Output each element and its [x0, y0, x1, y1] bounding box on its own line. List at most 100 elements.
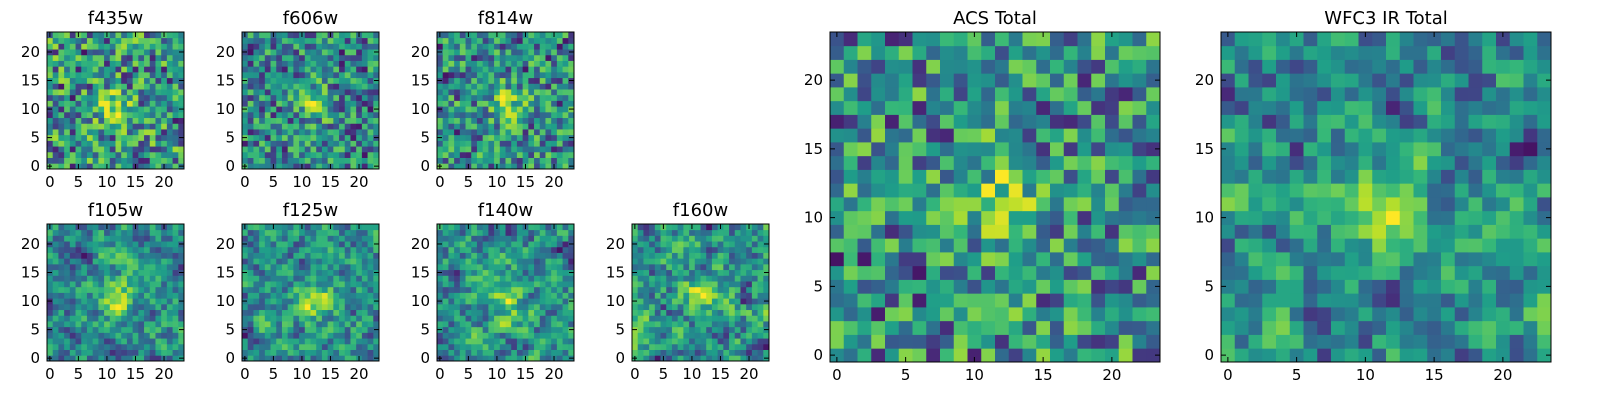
heatmap-cell [551, 151, 558, 158]
heatmap-cell [115, 83, 122, 90]
heatmap-cell [1050, 128, 1065, 143]
heatmap-cell [717, 252, 724, 259]
heatmap-cell [242, 252, 249, 259]
heatmap-cell [522, 49, 529, 56]
heatmap-cell [161, 235, 168, 242]
heatmap-cell [98, 100, 105, 107]
heatmap-cell [632, 349, 639, 356]
heatmap-cell [757, 332, 764, 339]
heatmap-cell [1091, 128, 1106, 143]
heatmap-cell [1036, 224, 1051, 239]
heatmap-cell [539, 60, 546, 67]
heatmap-cell [1441, 334, 1456, 349]
heatmap-cell [488, 123, 495, 130]
heatmap-cell [465, 140, 472, 147]
heatmap-cell [172, 111, 179, 119]
heatmap-cell [700, 343, 707, 350]
heatmap-cell [259, 117, 266, 124]
heatmap-cell [264, 303, 271, 311]
heatmap-cell [166, 349, 173, 356]
heatmap-cell [1248, 307, 1263, 322]
heatmap-cell [367, 332, 374, 339]
heatmap-cell [1077, 238, 1092, 253]
heatmap-cell [677, 275, 684, 282]
heatmap-cell [437, 94, 444, 101]
heatmap-cell [522, 241, 529, 248]
heatmap-cell [751, 229, 758, 236]
heatmap-cell [115, 292, 122, 299]
heatmap-cell [1118, 142, 1133, 157]
heatmap-cell [132, 140, 139, 147]
heatmap-cell [161, 343, 168, 350]
heatmap-cell [293, 157, 300, 164]
heatmap-cell [940, 210, 955, 225]
heatmap-cell [689, 292, 696, 299]
heatmap-cell [926, 45, 941, 60]
heatmap-cell [511, 134, 518, 141]
heatmap-cell [166, 94, 173, 101]
heatmap-cell [940, 87, 955, 102]
heatmap-cell [671, 263, 679, 271]
heatmap-cell [92, 332, 99, 339]
heatmap-cell [316, 71, 323, 79]
heatmap-cell [92, 163, 99, 170]
heatmap-cell [545, 246, 552, 253]
heatmap-cell [568, 252, 575, 259]
heatmap-cell [459, 129, 466, 136]
heatmap-cell [671, 246, 679, 253]
heatmap-cell [287, 235, 294, 242]
heatmap-cell [52, 163, 59, 170]
heatmap-cell [706, 298, 713, 305]
heatmap-cell [505, 343, 512, 350]
heatmap-cell [677, 246, 684, 253]
heatmap-cell [471, 37, 478, 44]
heatmap-cell [981, 279, 996, 294]
heatmap-cell [253, 303, 260, 311]
heatmap-cell [746, 303, 753, 311]
heatmap-cell [459, 117, 466, 124]
heatmap-cell [356, 332, 363, 339]
heatmap-cell [1118, 169, 1133, 184]
heatmap-cell [437, 71, 444, 79]
heatmap-cell [81, 281, 88, 288]
heatmap-cell [98, 123, 105, 130]
heatmap-cell [898, 224, 913, 239]
heatmap-cell [545, 258, 552, 265]
heatmap-cell [1234, 293, 1249, 308]
heatmap-cell [104, 269, 111, 276]
heatmap-cell [104, 111, 111, 119]
heatmap-cell [660, 292, 667, 299]
heatmap-cell [69, 66, 76, 73]
heatmap-cell [637, 252, 644, 259]
heatmap-cell [58, 89, 65, 96]
heatmap-cell [64, 49, 71, 56]
heatmap-cell [476, 146, 484, 153]
heatmap-cell [98, 241, 105, 248]
heatmap-cell [75, 83, 82, 90]
heatmap-cell [1063, 169, 1078, 184]
heatmap-cell [132, 151, 139, 158]
heatmap-cell [104, 303, 111, 311]
y-tick-label: 0 [420, 349, 430, 367]
heatmap-cell [666, 298, 673, 305]
heatmap-cell [293, 94, 300, 101]
heatmap-cell [694, 224, 701, 231]
heatmap-cell [898, 32, 913, 47]
y-tick-label: 20 [216, 43, 235, 61]
heatmap-cell [562, 349, 569, 356]
heatmap-cell [981, 307, 996, 322]
heatmap-cell [511, 355, 518, 362]
heatmap-cell [967, 210, 982, 225]
heatmap-cell [632, 338, 639, 345]
heatmap-cell [92, 246, 99, 253]
heatmap-cell [654, 315, 661, 322]
heatmap-cell [511, 49, 518, 56]
heatmap-cell [166, 49, 173, 56]
heatmap-cell [310, 263, 317, 271]
heatmap-cell [476, 43, 484, 50]
heatmap-cell [545, 54, 552, 61]
heatmap-cell [511, 309, 518, 316]
heatmap-cell [683, 224, 690, 231]
heatmap-cell [287, 258, 294, 265]
heatmap-cell [321, 275, 329, 282]
